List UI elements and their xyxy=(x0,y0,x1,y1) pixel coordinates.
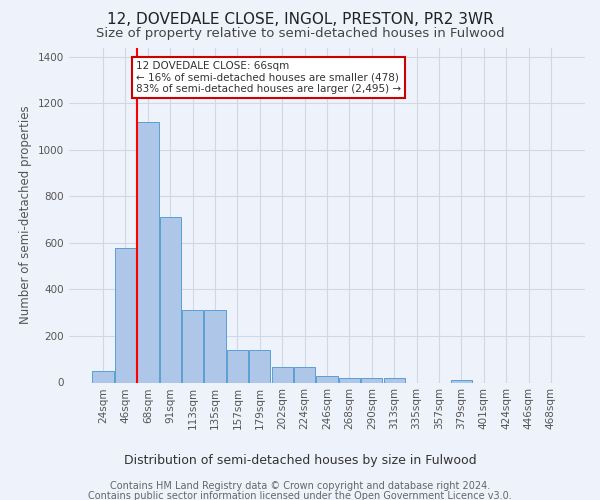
Bar xyxy=(249,350,271,382)
Bar xyxy=(294,368,315,382)
Text: 12, DOVEDALE CLOSE, INGOL, PRESTON, PR2 3WR: 12, DOVEDALE CLOSE, INGOL, PRESTON, PR2 … xyxy=(107,12,493,28)
Text: Distribution of semi-detached houses by size in Fulwood: Distribution of semi-detached houses by … xyxy=(124,454,476,467)
Bar xyxy=(361,378,382,382)
Bar xyxy=(160,218,181,382)
Bar xyxy=(383,378,405,382)
Bar xyxy=(339,378,360,382)
Bar xyxy=(227,350,248,382)
Text: 12 DOVEDALE CLOSE: 66sqm
← 16% of semi-detached houses are smaller (478)
83% of : 12 DOVEDALE CLOSE: 66sqm ← 16% of semi-d… xyxy=(136,61,401,94)
Bar xyxy=(182,310,203,382)
Bar xyxy=(272,368,293,382)
Text: Size of property relative to semi-detached houses in Fulwood: Size of property relative to semi-detach… xyxy=(95,28,505,40)
Bar xyxy=(115,248,136,382)
Bar xyxy=(92,371,114,382)
Bar xyxy=(316,376,338,382)
Bar xyxy=(137,122,158,382)
Text: Contains public sector information licensed under the Open Government Licence v3: Contains public sector information licen… xyxy=(88,491,512,500)
Text: Contains HM Land Registry data © Crown copyright and database right 2024.: Contains HM Land Registry data © Crown c… xyxy=(110,481,490,491)
Y-axis label: Number of semi-detached properties: Number of semi-detached properties xyxy=(19,106,32,324)
Bar xyxy=(451,380,472,382)
Bar xyxy=(205,310,226,382)
